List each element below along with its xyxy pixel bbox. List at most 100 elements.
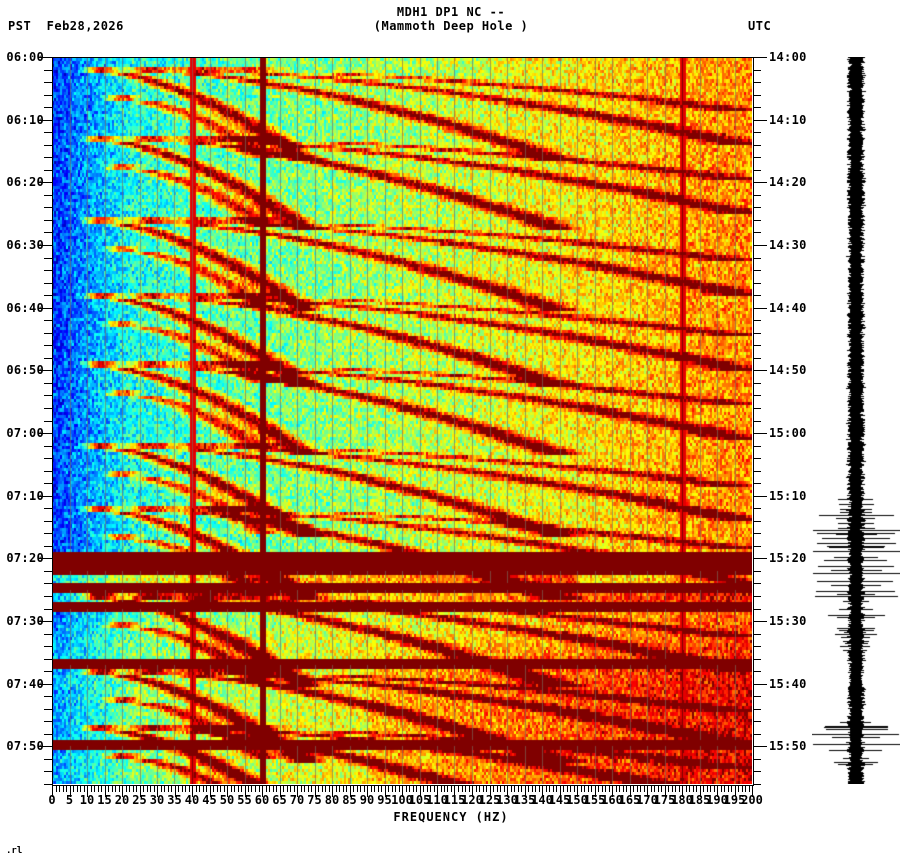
x-axis-label: 50: [219, 793, 235, 807]
x-axis-label: 150: [566, 793, 588, 807]
x-axis-minor-tick: [325, 786, 326, 792]
x-axis-major-tick: [577, 786, 578, 797]
x-axis-minor-tick: [91, 786, 92, 792]
y-axis-major-tick-left: [38, 621, 52, 622]
x-axis-label: 180: [671, 793, 693, 807]
x-axis-minor-tick: [430, 786, 431, 792]
y-axis-label-left: 07:20: [6, 551, 44, 566]
x-axis-minor-tick: [728, 786, 729, 792]
x-axis-minor-tick: [129, 786, 130, 792]
x-axis-major-tick: [332, 786, 333, 797]
seismogram-trace: [812, 57, 900, 784]
y-axis-minor-tick-left: [44, 571, 52, 572]
y-axis-label-right: 14:40: [769, 300, 807, 315]
x-axis-minor-tick: [447, 786, 448, 792]
x-axis-major-tick: [752, 786, 753, 797]
x-axis-label: 70: [289, 793, 305, 807]
y-axis-minor-tick-left: [44, 458, 52, 459]
y-axis-minor-tick-right: [753, 207, 761, 208]
x-axis-minor-tick: [724, 786, 725, 792]
x-axis-minor-tick: [346, 786, 347, 792]
x-axis-minor-tick: [500, 786, 501, 792]
y-axis-label-left: 06:50: [6, 363, 44, 378]
x-axis-minor-tick: [287, 786, 288, 792]
x-axis-minor-tick: [80, 786, 81, 792]
x-axis-label: 165: [618, 793, 641, 807]
y-axis-minor-tick-left: [44, 70, 52, 71]
x-axis-minor-tick: [675, 786, 676, 792]
x-axis-minor-tick: [584, 786, 585, 792]
x-axis-minor-tick: [504, 786, 505, 792]
y-axis-label-left: 06:10: [6, 112, 44, 127]
x-axis-minor-tick: [619, 786, 620, 792]
y-axis-minor-tick-right: [753, 696, 761, 697]
x-axis-minor-tick: [251, 786, 252, 792]
y-axis-minor-tick-left: [44, 508, 52, 509]
x-axis-minor-tick: [290, 786, 291, 792]
x-axis-minor-tick: [168, 786, 169, 792]
x-axis-minor-tick: [318, 786, 319, 792]
x-axis-minor-tick: [77, 786, 78, 792]
x-axis-minor-tick: [112, 786, 113, 792]
y-axis-minor-tick-left: [44, 784, 52, 785]
x-axis-minor-tick: [329, 786, 330, 792]
y-axis-major-tick-left: [38, 182, 52, 183]
y-axis-major-tick-right: [753, 496, 767, 497]
x-axis-minor-tick: [444, 786, 445, 792]
x-axis-minor-tick: [423, 786, 424, 792]
x-axis-minor-tick: [626, 786, 627, 792]
x-axis-label: 0: [48, 793, 56, 807]
x-axis-label: 105: [408, 793, 431, 807]
x-axis-minor-tick: [98, 786, 99, 792]
page-title: MDH1 DP1 NC --: [396, 5, 506, 19]
y-axis-label-right: 15:00: [769, 426, 807, 441]
y-axis-minor-tick-right: [753, 546, 761, 547]
x-axis-major-tick: [210, 786, 211, 797]
x-axis-minor-tick: [710, 786, 711, 792]
y-axis-minor-tick-right: [753, 471, 761, 472]
y-axis-major-tick-left: [38, 370, 52, 371]
y-axis-minor-tick-right: [753, 270, 761, 271]
x-axis-label: 45: [202, 793, 217, 807]
y-axis-minor-tick-right: [753, 170, 761, 171]
x-axis-minor-tick: [644, 786, 645, 792]
x-axis-major-tick: [280, 786, 281, 797]
y-axis-minor-tick-right: [753, 283, 761, 284]
x-axis-minor-tick: [598, 786, 599, 792]
x-axis-minor-tick: [364, 786, 365, 792]
x-axis-minor-tick: [588, 786, 589, 792]
x-axis-label: 185: [688, 793, 711, 807]
y-axis-major-tick-left: [38, 308, 52, 309]
spectrogram-canvas[interactable]: [52, 57, 752, 784]
y-axis-minor-tick-left: [44, 170, 52, 171]
x-axis-minor-tick: [749, 786, 750, 792]
x-axis-major-tick: [122, 786, 123, 797]
x-axis-minor-tick: [199, 786, 200, 792]
y-axis-minor-tick-right: [753, 395, 761, 396]
y-axis-major-tick-left: [38, 496, 52, 497]
x-axis-minor-tick: [462, 786, 463, 792]
y-axis-minor-tick-left: [44, 696, 52, 697]
y-axis-major-tick-right: [753, 433, 767, 434]
y-axis-label-right: 15:30: [769, 614, 807, 629]
x-axis-major-tick: [245, 786, 246, 797]
spectrogram-plot[interactable]: [52, 57, 752, 784]
x-axis-minor-tick: [399, 786, 400, 792]
x-axis-minor-tick: [696, 786, 697, 792]
y-axis-minor-tick-right: [753, 82, 761, 83]
y-axis-minor-tick-left: [44, 521, 52, 522]
x-axis-minor-tick: [189, 786, 190, 792]
x-axis-major-tick: [630, 786, 631, 797]
x-axis-minor-tick: [703, 786, 704, 792]
y-axis-label-right: 15:20: [769, 551, 807, 566]
x-axis-minor-tick: [308, 786, 309, 792]
x-axis-minor-tick: [147, 786, 148, 792]
x-axis-minor-tick: [203, 786, 204, 792]
header-right-timezone: UTC: [748, 19, 772, 33]
y-axis-minor-tick-left: [44, 596, 52, 597]
y-axis-minor-tick-left: [44, 345, 52, 346]
x-axis-major-tick: [647, 786, 648, 797]
y-axis-minor-tick-left: [44, 283, 52, 284]
y-axis-minor-tick-right: [753, 383, 761, 384]
x-axis-label: 35: [167, 793, 182, 807]
